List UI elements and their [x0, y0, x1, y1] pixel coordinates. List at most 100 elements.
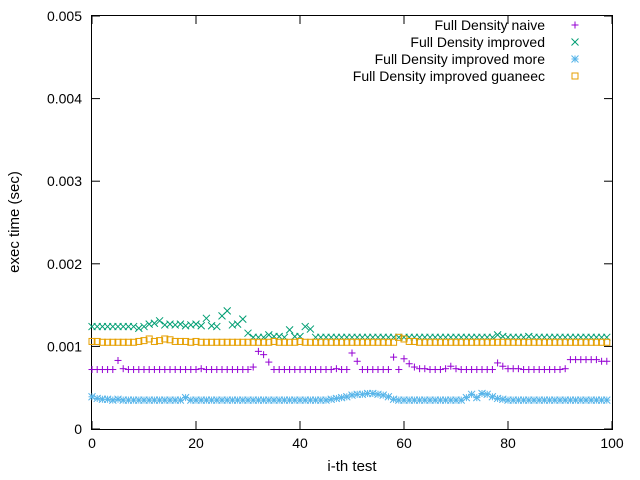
data-point [342, 392, 351, 401]
data-point [462, 338, 470, 346]
data-point [176, 320, 185, 328]
data-point [249, 363, 257, 371]
data-point [358, 338, 366, 346]
y-tick-label: 0.003 [47, 173, 82, 189]
data-point [109, 338, 117, 346]
data-point [161, 335, 169, 343]
data-point [249, 338, 257, 346]
data-point [88, 392, 96, 401]
data-point [457, 338, 465, 346]
data-point [592, 338, 600, 346]
data-point [416, 338, 424, 346]
data-point [525, 338, 533, 346]
data-point [572, 338, 580, 346]
data-point [369, 338, 377, 346]
data-point [244, 338, 252, 346]
data-point [447, 362, 455, 370]
data-point [197, 338, 205, 346]
data-point [270, 337, 278, 345]
data-point [379, 338, 387, 346]
data-point [556, 338, 564, 346]
data-point [187, 338, 195, 346]
data-point [317, 338, 325, 346]
data-point [135, 337, 143, 345]
data-point [93, 337, 101, 345]
data-point [374, 338, 382, 346]
data-point [176, 337, 184, 345]
data-point [223, 307, 232, 315]
data-point [566, 338, 574, 346]
data-point [499, 362, 507, 370]
data-point [364, 338, 372, 346]
data-point [114, 338, 122, 346]
data-point [332, 365, 340, 373]
data-point [140, 322, 148, 331]
data-point [150, 319, 159, 328]
data-point [322, 338, 330, 346]
x-tick-label: 20 [188, 435, 204, 451]
data-point [468, 338, 476, 346]
legend-label: Full Density improved more [375, 51, 546, 67]
axis-ticks [91, 15, 613, 430]
data-point [140, 337, 148, 345]
data-point [488, 392, 497, 401]
data-point [587, 338, 595, 346]
data-point [384, 338, 392, 346]
data-point [202, 338, 210, 346]
data-point [436, 338, 444, 346]
data-point [119, 338, 127, 346]
data-point [327, 366, 335, 374]
data-point [494, 338, 502, 346]
y-tick-label: 0 [74, 421, 82, 437]
data-point [431, 338, 439, 346]
data-point [452, 338, 460, 346]
data-point [306, 325, 315, 333]
data-point [561, 365, 569, 373]
data-point [343, 338, 351, 346]
data-point [499, 338, 507, 346]
data-point [327, 338, 335, 346]
series-2 [88, 389, 611, 404]
data-point [166, 336, 174, 344]
data-point [238, 315, 247, 323]
y-tick-label: 0.004 [47, 91, 82, 107]
data-point [488, 366, 496, 374]
data-point [280, 338, 288, 346]
data-point [556, 366, 564, 374]
data-point [129, 322, 138, 331]
data-point [395, 333, 403, 341]
tick-labels: 0 20 40 60 80 100 0 0.001 0.002 0.003 0.004 0.005 [47, 8, 624, 451]
y-tick-label: 0.001 [47, 338, 82, 354]
data-point [603, 338, 611, 346]
data-point [150, 337, 158, 345]
legend-label: Full Density improved guaneec [353, 68, 545, 84]
data-point [171, 337, 179, 345]
legend-marker [571, 55, 579, 63]
data-point [530, 338, 538, 346]
data-point [124, 338, 132, 346]
data-point [348, 349, 356, 357]
data-point [119, 365, 127, 373]
data-point [312, 338, 320, 346]
data-point [400, 355, 408, 363]
legend-marker [571, 38, 579, 46]
data-point [442, 365, 450, 373]
data-point [88, 337, 96, 345]
data-point [155, 316, 164, 325]
data-point [452, 365, 460, 373]
data-point [447, 338, 455, 346]
plot-frame [91, 15, 613, 430]
data-point [551, 338, 559, 346]
data-point [296, 337, 304, 345]
data-point [275, 338, 283, 346]
data-point [202, 314, 211, 323]
series-3 [88, 333, 611, 346]
data-point [244, 329, 252, 338]
data-point [192, 337, 200, 345]
x-tick-label: 60 [396, 435, 412, 451]
data-point [306, 338, 314, 346]
data-point [98, 338, 106, 346]
data-point [400, 335, 408, 343]
data-point [212, 322, 221, 331]
